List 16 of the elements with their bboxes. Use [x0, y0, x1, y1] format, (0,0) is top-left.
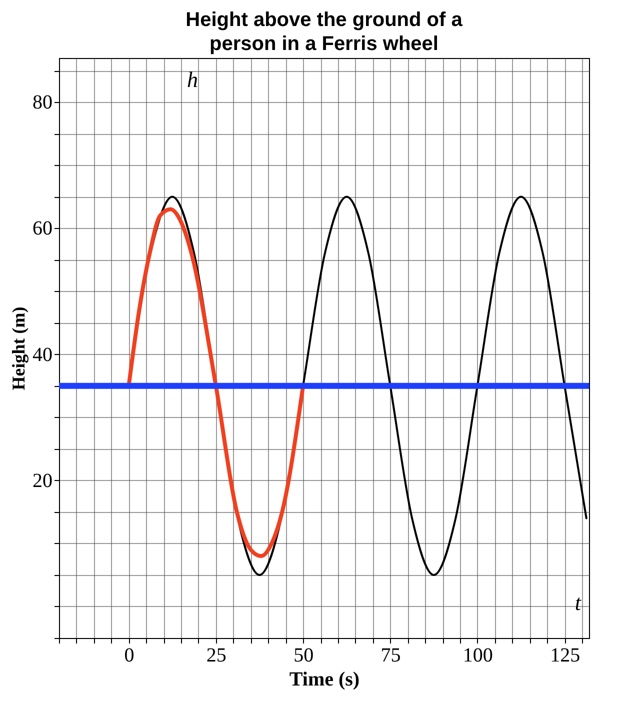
y-tick-label: 20 — [32, 470, 52, 492]
x-tick-label: 75 — [380, 644, 401, 666]
chart-title: Height above the ground of a person in a Ferris wheel — [186, 9, 464, 55]
annotation: t — [574, 590, 582, 615]
x-tick-label: 50 — [294, 644, 314, 666]
x-tick-label: 125 — [550, 644, 580, 666]
y-tick-label: 80 — [32, 92, 52, 114]
y-tick-label: 40 — [32, 344, 52, 366]
line-series — [126, 207, 306, 558]
x-axis-title: Time (s) — [289, 668, 360, 690]
x-tick-label: 25 — [206, 644, 226, 666]
y-tick-label: 60 — [32, 218, 52, 240]
annotation: h — [187, 67, 198, 92]
x-tick-label: 0 — [124, 644, 134, 666]
x-tick-label: 100 — [462, 644, 493, 666]
y-axis-title: Height (m) — [8, 306, 28, 390]
